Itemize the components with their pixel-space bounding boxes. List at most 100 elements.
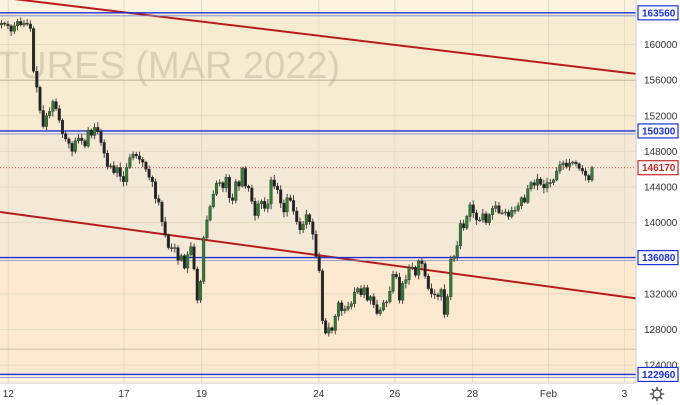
- level-label-box: [637, 5, 679, 21]
- candle-up: [388, 291, 392, 303]
- candle-up: [516, 205, 520, 211]
- candle-down: [317, 256, 321, 271]
- candle-up: [590, 167, 594, 181]
- candle-up: [170, 247, 174, 249]
- support-resistance-levels: [0, 12, 636, 378]
- candle-up: [378, 309, 382, 314]
- candle-up: [77, 137, 81, 141]
- candle-up: [125, 167, 129, 182]
- candle-down: [41, 110, 45, 127]
- candle-down: [394, 274, 398, 278]
- candle-down: [35, 71, 39, 88]
- candle-down: [523, 197, 527, 203]
- candle-up: [215, 183, 219, 195]
- candle-down: [112, 165, 116, 173]
- time-axis-panel: [0, 383, 636, 405]
- candle-up: [571, 161, 575, 164]
- level-label: 163560: [642, 8, 676, 19]
- candle-down: [163, 221, 167, 236]
- candle-down: [253, 201, 257, 216]
- candle-up: [224, 177, 228, 189]
- candle-up: [401, 283, 405, 301]
- candle-down: [247, 185, 251, 189]
- candle-down: [484, 213, 488, 223]
- trendline: [13, 0, 637, 75]
- candle-down: [105, 152, 109, 167]
- candle-down: [64, 133, 68, 140]
- price-tick-label: 156000: [644, 76, 678, 87]
- candle-up: [478, 219, 482, 222]
- candle-up: [73, 140, 77, 152]
- candle-down: [320, 270, 324, 321]
- candle-up: [86, 129, 90, 147]
- candle-down: [80, 137, 84, 141]
- zone-band: [0, 12, 636, 131]
- candle-down: [288, 197, 292, 201]
- candle-up: [346, 306, 350, 310]
- candle-down: [19, 21, 23, 26]
- candle-down: [176, 247, 180, 261]
- candle-down: [423, 263, 427, 277]
- candle-up: [304, 214, 308, 225]
- candle-up: [568, 162, 572, 167]
- level-label-box: [637, 123, 679, 139]
- candle-down: [99, 131, 103, 143]
- candle-up: [12, 25, 16, 32]
- candle-down: [272, 179, 276, 187]
- candle-down: [587, 175, 591, 181]
- candle-up: [336, 302, 340, 317]
- candle-down: [54, 101, 58, 109]
- candle-down: [577, 163, 581, 169]
- candle-up: [500, 212, 504, 215]
- zone-band: [0, 0, 636, 13]
- candle-down: [182, 255, 186, 269]
- candle-up: [529, 182, 533, 190]
- candle-down: [221, 182, 225, 189]
- candle-down: [118, 167, 122, 177]
- zone-bands: [0, 0, 636, 383]
- candle-up: [93, 127, 97, 136]
- candle-down: [32, 28, 36, 72]
- candle-up: [353, 291, 357, 304]
- candle-down: [308, 214, 312, 222]
- candle-down: [38, 87, 42, 111]
- candle-up: [115, 167, 119, 173]
- candle-up: [211, 193, 215, 207]
- settings-gear-icon[interactable]: [649, 386, 665, 402]
- candle-up: [128, 157, 132, 168]
- candle-up: [465, 216, 469, 229]
- candle-down: [144, 161, 148, 170]
- candle-down: [375, 304, 379, 314]
- candle-down: [237, 181, 241, 187]
- candle-down: [137, 155, 141, 160]
- zone-band: [0, 374, 636, 383]
- candle-up: [256, 203, 260, 216]
- candle-down: [564, 162, 568, 167]
- price-tick-label: 128000: [644, 325, 678, 336]
- candle-down: [192, 246, 196, 270]
- price-axis-level-labels: 163560 150300 136080 122960 146170: [637, 5, 679, 383]
- price-tick-label: 140000: [644, 218, 678, 229]
- candle-down: [250, 187, 254, 202]
- candle-up: [410, 267, 414, 269]
- time-axis-ticks: 12 17 19 24 26 28 Feb 3: [3, 389, 628, 400]
- level-label: 136080: [642, 253, 676, 264]
- candle-up: [481, 213, 485, 221]
- price-tick-label: 148000: [644, 147, 678, 158]
- level-label-box: [637, 366, 679, 383]
- candle-up: [362, 287, 366, 296]
- time-tick-label: 19: [196, 389, 208, 400]
- candle-up: [510, 210, 514, 217]
- current-price-box: [637, 160, 679, 176]
- candle-down: [166, 234, 170, 248]
- candle-up: [48, 111, 52, 116]
- time-tick-label: 3: [622, 389, 628, 400]
- time-tick-label: 17: [118, 389, 130, 400]
- level-label: 122960: [642, 370, 676, 381]
- candle-down: [275, 185, 279, 190]
- candle-down: [462, 223, 466, 229]
- candle-down: [134, 153, 138, 157]
- candle-down: [57, 108, 61, 121]
- candle-down: [231, 197, 235, 201]
- candle-down: [243, 168, 247, 187]
